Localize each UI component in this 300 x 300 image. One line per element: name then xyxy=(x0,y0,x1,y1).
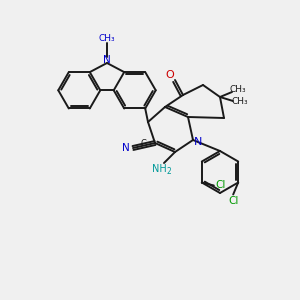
Text: O: O xyxy=(166,70,174,80)
Text: N: N xyxy=(194,137,202,147)
Text: CH₃: CH₃ xyxy=(99,34,115,43)
Text: C: C xyxy=(140,140,146,148)
Text: 2: 2 xyxy=(167,167,171,176)
Text: Cl: Cl xyxy=(216,181,226,190)
Text: Cl: Cl xyxy=(228,196,238,206)
Text: N: N xyxy=(103,55,111,65)
Text: CH₃: CH₃ xyxy=(230,85,246,94)
Text: NH: NH xyxy=(152,164,166,174)
Text: N: N xyxy=(122,143,130,153)
Text: CH₃: CH₃ xyxy=(232,98,248,106)
